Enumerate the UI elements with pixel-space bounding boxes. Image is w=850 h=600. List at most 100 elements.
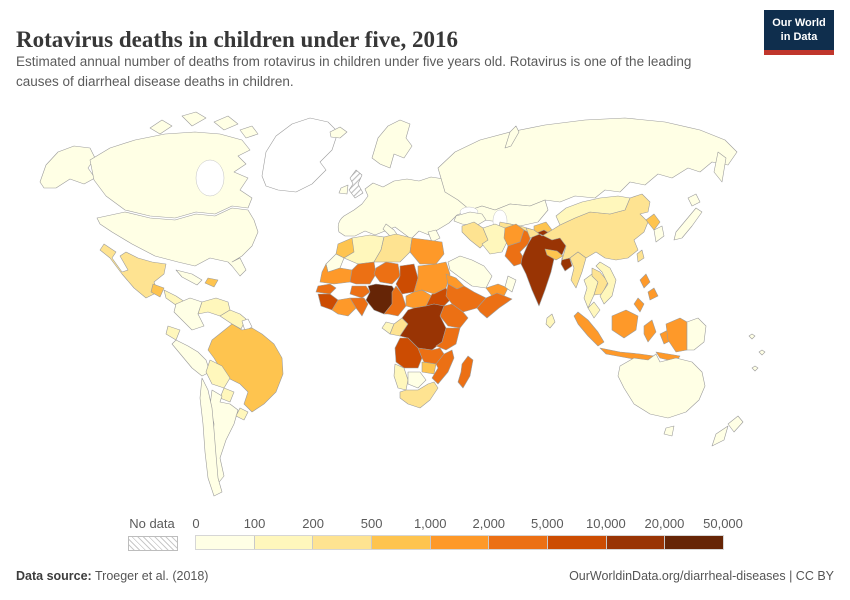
- legend-bin[interactable]: [254, 536, 314, 549]
- country-yemen[interactable]: [485, 283, 509, 297]
- country-botswana[interactable]: [407, 371, 427, 389]
- legend-no-data-swatch[interactable]: [128, 536, 178, 551]
- country-cuba[interactable]: [175, 269, 203, 286]
- country-hispaniola[interactable]: [204, 277, 219, 288]
- country-burkina-faso[interactable]: [349, 285, 371, 299]
- country-north-korea[interactable]: [645, 213, 661, 231]
- legend-tick-label: 2,000: [472, 516, 506, 531]
- country-saudi-arabia[interactable]: [447, 255, 493, 289]
- country-canada[interactable]: [89, 131, 253, 219]
- country-greece[interactable]: [427, 229, 441, 243]
- legend-bin[interactable]: [489, 536, 549, 549]
- country-madagascar[interactable]: [457, 355, 474, 389]
- country-indonesia-borneo[interactable]: [611, 309, 639, 339]
- country-arctic-islands[interactable]: [213, 115, 259, 139]
- country-ghana-togo-benin[interactable]: [349, 297, 369, 317]
- legend-bar: [195, 535, 724, 550]
- country-south-africa[interactable]: [399, 381, 439, 409]
- country-uruguay[interactable]: [235, 407, 249, 421]
- country-greenland[interactable]: [261, 117, 339, 193]
- region-europe-mainland[interactable]: [337, 176, 472, 240]
- country-iceland[interactable]: [329, 126, 348, 139]
- country-philippines[interactable]: [633, 273, 659, 313]
- country-alaska[interactable]: [39, 145, 96, 189]
- owid-logo-line1: Our World: [772, 17, 826, 29]
- country-usa[interactable]: [96, 207, 259, 277]
- country-taiwan[interactable]: [636, 249, 645, 263]
- country-egypt[interactable]: [409, 237, 445, 265]
- country-guyanas[interactable]: [219, 309, 247, 330]
- footer-source-value: Troeger et al. (2018): [91, 569, 209, 583]
- country-turkey[interactable]: [453, 211, 487, 227]
- legend-tick-label: 50,000: [703, 516, 743, 531]
- country-malawi-mozambique[interactable]: [431, 349, 455, 385]
- legend-bin[interactable]: [196, 536, 255, 549]
- country-pacific-islands[interactable]: [748, 333, 766, 372]
- legend-tick-label: 5,000: [531, 516, 564, 531]
- country-myanmar[interactable]: [569, 251, 587, 289]
- country-ireland[interactable]: [338, 184, 349, 195]
- country-tasmania[interactable]: [663, 425, 675, 437]
- country-colombia[interactable]: [173, 297, 205, 331]
- legend-tick-label: 1,000: [413, 516, 447, 531]
- chart-subtitle: Estimated annual number of deaths from r…: [16, 54, 692, 90]
- country-french-guiana[interactable]: [241, 318, 253, 332]
- country-vietnam[interactable]: [595, 261, 617, 305]
- country-chad[interactable]: [395, 263, 419, 295]
- country-uganda-kenya[interactable]: [439, 303, 469, 329]
- country-mali[interactable]: [349, 261, 377, 285]
- country-iran[interactable]: [481, 223, 509, 255]
- country-japan[interactable]: [687, 193, 701, 207]
- legend-no-data-label: No data: [129, 516, 175, 531]
- country-russia-novaya-zemlya[interactable]: [504, 125, 520, 149]
- owid-logo[interactable]: Our World in Data: [764, 10, 834, 55]
- footer-source-label: Data source:: [16, 569, 92, 583]
- country-niger[interactable]: [373, 261, 401, 285]
- country-guatemala[interactable]: [150, 283, 165, 298]
- page-title: Rotavirus deaths in children under five,…: [16, 27, 458, 53]
- legend-tick-label: 20,000: [644, 516, 685, 531]
- legend-bin[interactable]: [372, 536, 431, 549]
- country-ecuador[interactable]: [165, 325, 181, 341]
- country-malaysia[interactable]: [587, 301, 601, 319]
- country-pakistan[interactable]: [504, 229, 533, 267]
- country-laos-cambodia[interactable]: [591, 267, 609, 296]
- legend-bin[interactable]: [548, 536, 607, 549]
- country-brazil[interactable]: [207, 323, 284, 413]
- country-senegal[interactable]: [315, 283, 337, 295]
- country-united-kingdom[interactable]: [348, 169, 364, 199]
- country-tanzania[interactable]: [435, 327, 461, 351]
- footer-link[interactable]: OurWorldinData.org/diarrheal-diseases | …: [569, 569, 834, 583]
- legend-bin[interactable]: [665, 536, 724, 549]
- legend-bin[interactable]: [606, 536, 666, 549]
- country-cameroon[interactable]: [383, 285, 407, 317]
- country-arctic-islands[interactable]: [149, 119, 173, 135]
- country-peru[interactable]: [171, 339, 211, 377]
- country-new-zealand[interactable]: [711, 415, 744, 447]
- country-mexico[interactable]: [99, 243, 167, 299]
- country-angola[interactable]: [394, 337, 423, 369]
- country-libya[interactable]: [373, 233, 413, 263]
- country-chile[interactable]: [199, 377, 223, 497]
- country-nepal[interactable]: [544, 248, 564, 261]
- country-somalia[interactable]: [476, 292, 513, 319]
- country-mongolia[interactable]: [555, 195, 631, 226]
- country-russia-kamchatka[interactable]: [713, 151, 727, 183]
- country-indonesia-papua[interactable]: [665, 317, 688, 353]
- legend-tick-label: 10,000: [585, 516, 626, 531]
- country-japan-honshu[interactable]: [673, 207, 703, 241]
- country-australia[interactable]: [617, 353, 706, 419]
- country-arctic-islands[interactable]: [181, 111, 207, 127]
- country-zimbabwe[interactable]: [421, 361, 437, 375]
- country-indonesia-sumatra[interactable]: [573, 311, 605, 347]
- legend-bin[interactable]: [313, 536, 373, 549]
- country-sri-lanka[interactable]: [545, 313, 556, 329]
- country-oman[interactable]: [504, 275, 517, 293]
- country-scandinavia[interactable]: [371, 119, 413, 169]
- country-south-korea[interactable]: [653, 225, 665, 243]
- legend-bin[interactable]: [430, 536, 490, 549]
- country-paraguay[interactable]: [219, 387, 235, 403]
- legend-tick-label: 500: [360, 516, 383, 531]
- country-papua-new-guinea[interactable]: [686, 317, 707, 351]
- footer-source: Data source: Troeger et al. (2018): [16, 569, 208, 583]
